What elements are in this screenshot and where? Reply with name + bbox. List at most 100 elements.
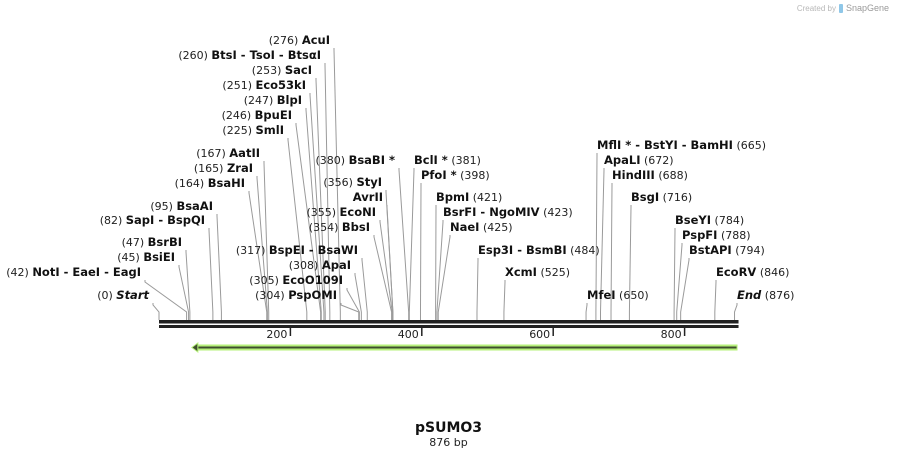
cut-line	[437, 235, 451, 320]
site-label[interactable]: ApaLI (672)	[604, 153, 674, 167]
site-label[interactable]: (356) StyI	[323, 175, 382, 189]
cut-line	[680, 258, 690, 320]
site-label[interactable]: (95) BsaAI	[150, 199, 213, 213]
site-label[interactable]: (354) BbsI	[309, 220, 370, 234]
cut-line	[185, 250, 191, 320]
svg-text:(253) SacI: (253) SacI	[252, 63, 312, 77]
cut-line	[373, 235, 393, 320]
cut-line	[340, 303, 360, 320]
svg-text:(47) BsrBI: (47) BsrBI	[122, 235, 182, 249]
site-label[interactable]: (317) BspEI - BsaWI	[236, 243, 358, 257]
svg-text:(45) BsiEI: (45) BsiEI	[117, 250, 175, 264]
site-label[interactable]: (167) AatII	[196, 146, 260, 160]
site-label[interactable]: BstAPI (794)	[689, 243, 765, 257]
site-label[interactable]: (42) NotI - EaeI - EagI	[6, 265, 141, 279]
site-label[interactable]: BsgI (716)	[631, 190, 692, 204]
site-label[interactable]: BsrFI - NgoMIV (423)	[443, 205, 573, 219]
snapgene-logo-icon	[838, 3, 843, 13]
site-label[interactable]: (276) AcuI	[269, 33, 330, 47]
cut-line	[346, 288, 360, 320]
credit-prefix: Created by	[796, 3, 836, 13]
svg-text:(276) AcuI: (276) AcuI	[269, 33, 330, 47]
svg-text:(167) AatII: (167) AatII	[196, 146, 260, 160]
feature-arrow[interactable]	[191, 342, 738, 353]
svg-text:(247) BlpI: (247) BlpI	[244, 93, 302, 107]
site-label[interactable]: (304) PspOMI	[255, 288, 337, 302]
svg-text:(164) BsaHI: (164) BsaHI	[175, 176, 245, 190]
site-label[interactable]: MfeI (650)	[587, 288, 649, 302]
site-label[interactable]: PfoI * (398)	[421, 168, 490, 182]
site-label[interactable]: NaeI (425)	[450, 220, 513, 234]
site-label[interactable]: End (876)	[737, 288, 794, 302]
cut-line	[734, 303, 738, 320]
cut-line	[408, 168, 415, 320]
cut-line	[315, 78, 326, 320]
cut-line	[263, 161, 270, 320]
site-label[interactable]: MflI * - BstYI - BamHI (665)	[597, 138, 766, 152]
backbone-bottom-strand	[159, 325, 739, 328]
site-label[interactable]: (305) EcoO109I	[249, 273, 343, 287]
svg-text:(355) EcoNI: (355) EcoNI	[306, 205, 376, 219]
site-label[interactable]: BpmI (421)	[436, 190, 502, 204]
svg-text:(82) SapI - BspQI: (82) SapI - BspQI	[100, 213, 205, 227]
svg-text:End (876): End (876)	[737, 288, 794, 302]
cut-line	[248, 191, 268, 320]
site-label[interactable]: EcoRV (846)	[716, 265, 789, 279]
site-label[interactable]: (380) BsaBI *	[315, 153, 395, 167]
svg-text:BstAPI (794): BstAPI (794)	[689, 243, 765, 257]
cut-line	[503, 280, 506, 320]
svg-text:(308) ApaI: (308) ApaI	[289, 258, 351, 272]
svg-text:BsgI (716): BsgI (716)	[631, 190, 692, 204]
site-label[interactable]: (247) BlpI	[244, 93, 302, 107]
site-label[interactable]: (246) BpuEI	[222, 108, 292, 122]
scale-tick-label: 600	[529, 328, 550, 341]
site-label[interactable]: Esp3I - BsmBI (484)	[478, 243, 600, 257]
svg-text:(354) BbsI: (354) BbsI	[309, 220, 370, 234]
site-label[interactable]: PspFI (788)	[682, 228, 751, 242]
svg-text:(251) Eco53kI: (251) Eco53kI	[222, 78, 306, 92]
svg-text:(225) SmlI: (225) SmlI	[222, 123, 284, 137]
site-label[interactable]: (165) ZraI	[194, 161, 253, 175]
site-label[interactable]: HindIII (688)	[612, 168, 688, 182]
site-label[interactable]: (45) BsiEI	[117, 250, 175, 264]
svg-text:(260) BtsI - TsoI - BtsαI: (260) BtsI - TsoI - BtsαI	[178, 48, 321, 62]
cut-line	[595, 153, 598, 320]
svg-text:(0) Start: (0) Start	[97, 288, 149, 302]
svg-text:(317) BspEI - BsaWI: (317) BspEI - BsaWI	[236, 243, 358, 257]
cut-line	[600, 168, 605, 320]
plasmid-length: 876 bp	[429, 436, 468, 449]
site-label[interactable]: (251) Eco53kI	[222, 78, 306, 92]
site-label[interactable]: (308) ApaI	[289, 258, 351, 272]
cut-line	[216, 214, 222, 320]
cut-line	[305, 108, 322, 320]
site-label[interactable]: (225) SmlI	[222, 123, 284, 137]
site-label[interactable]: (355) EcoNI	[306, 205, 376, 219]
cut-line	[610, 183, 613, 320]
svg-text:BsrFI - NgoMIV (423): BsrFI - NgoMIV (423)	[443, 205, 573, 219]
site-label[interactable]: (82) SapI - BspQI	[100, 213, 205, 227]
site-label[interactable]: AvrII	[353, 190, 383, 204]
site-label[interactable]: (47) BsrBI	[122, 235, 182, 249]
site-label[interactable]: (164) BsaHI	[175, 176, 245, 190]
svg-text:(356) StyI: (356) StyI	[323, 175, 382, 189]
cut-line	[419, 183, 422, 320]
scale-tick-label: 200	[266, 328, 287, 341]
site-label[interactable]: (260) BtsI - TsoI - BtsαI	[178, 48, 321, 62]
site-label[interactable]: BclI * (381)	[414, 153, 481, 167]
site-label[interactable]: (0) Start	[97, 288, 149, 302]
site-label[interactable]: (253) SacI	[252, 63, 312, 77]
cut-line	[144, 280, 188, 320]
cut-line	[256, 176, 268, 320]
svg-text:BclI * (381): BclI * (381)	[414, 153, 481, 167]
svg-text:(246) BpuEI: (246) BpuEI	[222, 108, 292, 122]
svg-text:(95) BsaAI: (95) BsaAI	[150, 199, 213, 213]
svg-text:BpmI (421): BpmI (421)	[436, 190, 502, 204]
site-label[interactable]: BseYI (784)	[675, 213, 744, 227]
svg-text:NaeI (425): NaeI (425)	[450, 220, 513, 234]
site-label[interactable]: XcmI (525)	[505, 265, 570, 279]
cut-line	[333, 48, 341, 320]
cut-line	[676, 243, 683, 320]
cut-line	[673, 228, 676, 320]
svg-text:(380) BsaBI *: (380) BsaBI *	[315, 153, 395, 167]
